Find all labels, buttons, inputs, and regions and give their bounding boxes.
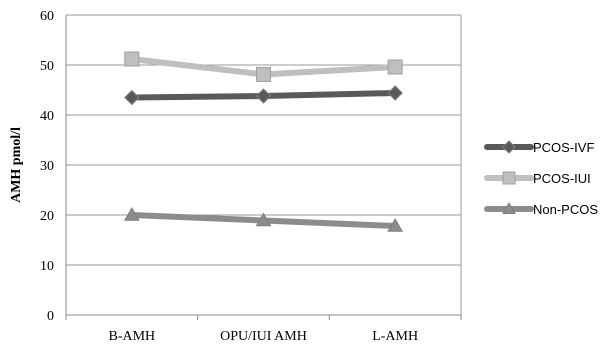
data-point-pcos-iui	[256, 67, 271, 82]
x-tick-label: L-AMH	[372, 329, 418, 344]
axes: 0 10 20 30 40 50 60 B-AMH OPU/IUI AMH L-AMH	[40, 9, 462, 344]
y-tick-label: 50	[40, 59, 54, 74]
data-point-non-pcos	[255, 212, 272, 227]
data-point-non-pcos	[123, 206, 140, 221]
legend-label-pcos-iui: PCOS-IUI	[533, 171, 591, 186]
y-axis-label: AMH pmol/l	[9, 127, 24, 203]
legend-marker-non-pcos	[502, 201, 516, 214]
data-point-pcos-ivf	[387, 85, 403, 101]
legend-label-non-pcos: Non-PCOS	[533, 202, 598, 217]
data-point-pcos-iui	[124, 51, 140, 67]
data-point-pcos-iui	[387, 59, 403, 75]
x-tick-label: OPU/IUI AMH	[220, 329, 307, 344]
legend-marker-pcos-iui	[502, 171, 516, 185]
data-point-pcos-ivf	[255, 88, 272, 104]
x-tick-label: B-AMH	[108, 329, 155, 344]
y-tick-label: 20	[40, 209, 54, 224]
y-tick-label: 0	[47, 309, 54, 324]
y-tick-label: 30	[40, 159, 54, 174]
y-tick-label: 40	[40, 109, 54, 124]
legend: PCOS-IVF PCOS-IUI Non-PCOS	[484, 140, 598, 217]
series-layer	[123, 51, 404, 232]
legend-label-pcos-ivf: PCOS-IVF	[533, 140, 594, 155]
data-point-non-pcos	[387, 217, 404, 232]
y-tick-label: 60	[40, 9, 54, 24]
y-tick-label: 10	[40, 259, 54, 274]
data-point-pcos-ivf	[124, 89, 140, 106]
legend-marker-pcos-ivf	[502, 140, 516, 154]
